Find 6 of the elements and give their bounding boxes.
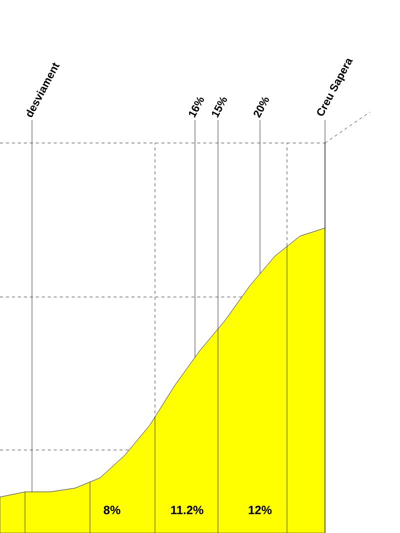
text: 16% [188, 97, 204, 118]
text: 8% [104, 506, 120, 514]
text: 11.2% [171, 506, 204, 514]
text: 12% [248, 506, 272, 514]
text: 15% [212, 97, 227, 118]
text: 20% [254, 97, 269, 118]
